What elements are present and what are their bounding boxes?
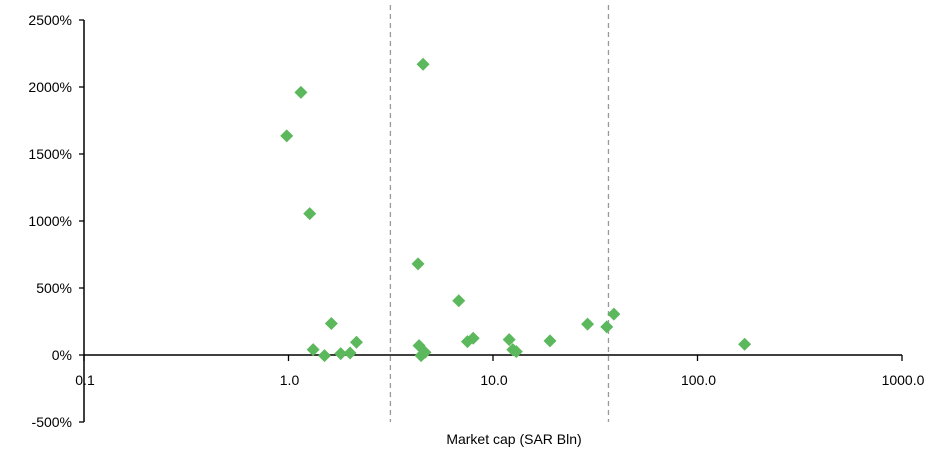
data-point	[411, 257, 425, 271]
x-tick-label: 1.0	[280, 372, 300, 388]
x-tick-label: 100.0	[681, 372, 716, 388]
x-tick-label: 10.0	[480, 372, 507, 388]
y-tick-label: 500%	[36, 280, 72, 296]
x-axis-title: Market cap (SAR Bln)	[446, 431, 581, 447]
data-point	[502, 333, 516, 347]
data-point	[600, 320, 614, 334]
data-point	[452, 294, 466, 308]
x-tick-label: 1000.0	[882, 372, 925, 388]
y-tick-label: 0%	[52, 347, 72, 363]
y-tick-label: 2000%	[28, 79, 72, 95]
y-tick-label: -500%	[32, 414, 72, 430]
x-tick-label: 0.1	[75, 372, 95, 388]
data-point	[303, 207, 317, 221]
data-point	[306, 343, 320, 357]
data-point	[581, 317, 595, 331]
data-point	[280, 129, 294, 143]
data-point	[318, 349, 332, 363]
y-tick-label: 1000%	[28, 213, 72, 229]
data-point	[418, 345, 432, 359]
reference-lines	[389, 5, 610, 422]
data-point	[607, 307, 621, 321]
axes	[79, 19, 903, 423]
data-points	[280, 57, 752, 363]
data-point	[466, 331, 480, 345]
data-point	[416, 57, 430, 71]
y-tick-label: 2500%	[28, 12, 72, 28]
data-point	[324, 317, 338, 331]
tick-labels: -500% 0% 500% 1000% 1500% 2000% 2500% 0.1 1.0 10.…	[28, 12, 924, 430]
data-point	[294, 85, 308, 99]
data-point	[543, 334, 557, 348]
y-tick-label: 1500%	[28, 146, 72, 162]
data-point	[343, 346, 357, 360]
data-point	[334, 347, 348, 361]
data-point	[349, 335, 363, 349]
data-point	[509, 345, 523, 359]
data-point	[738, 337, 752, 351]
